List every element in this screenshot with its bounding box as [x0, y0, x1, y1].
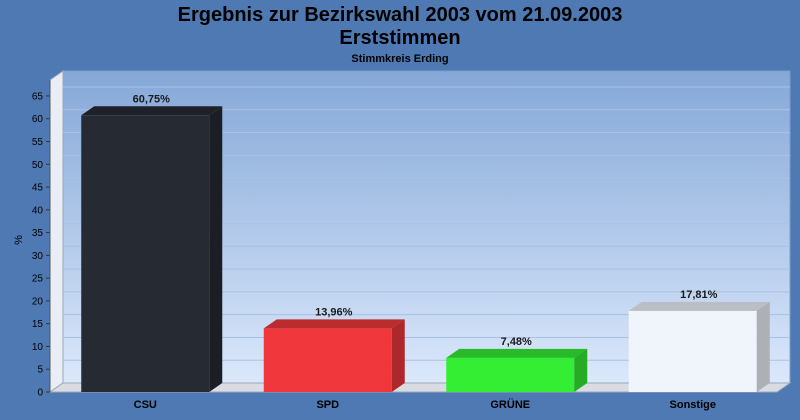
bar-front: [81, 115, 210, 393]
bar-side: [574, 348, 588, 392]
y-tick-label: 35: [32, 228, 44, 239]
y-tick-label: 15: [32, 319, 44, 330]
bar-front: [446, 357, 575, 392]
bar-front: [628, 310, 757, 392]
bar-front: [263, 328, 392, 392]
x-tick-label: Sonstige: [670, 399, 716, 411]
data-label: 17,81%: [680, 289, 718, 301]
bar-top: [81, 106, 223, 116]
data-label: 13,96%: [315, 306, 353, 318]
data-label: 7,48%: [501, 336, 532, 348]
side-wall: [49, 70, 64, 393]
data-label: 60,75%: [133, 93, 171, 105]
bar-top: [628, 301, 770, 311]
y-tick-label: 10: [32, 342, 44, 353]
bar-csu: 60,75%: [81, 93, 223, 393]
x-axis: CSU SPD GRÜNE Sonstige: [134, 398, 716, 411]
bar-side: [391, 319, 405, 392]
bar-spd: 13,96%: [263, 306, 405, 392]
y-axis-label: %: [13, 235, 25, 245]
x-tick-label: SPD: [316, 399, 339, 411]
chart-title-line2: Erststimmen: [339, 27, 461, 49]
bar-top: [263, 319, 405, 329]
y-tick-label: 0: [37, 388, 43, 399]
bar-top: [446, 348, 588, 358]
y-tick-label: 40: [32, 205, 44, 216]
y-tick-label: 65: [32, 91, 44, 102]
bar-side: [756, 301, 770, 392]
y-tick-label: 50: [32, 160, 44, 171]
y-tick-label: 25: [32, 274, 44, 285]
y-axis: 0 5 10 15 20 25 30 35 40 45 50 55 60 65: [32, 80, 51, 399]
bar-side: [209, 106, 223, 393]
y-tick-label: 20: [32, 296, 44, 307]
bar-sonstige: 17,81%: [628, 289, 770, 392]
bar-gr-ne: 7,48%: [446, 336, 588, 392]
y-tick-label: 55: [32, 137, 44, 148]
y-tick-label: 60: [32, 114, 44, 125]
y-tick-label: 30: [32, 251, 44, 262]
chart-title-line1: Ergebnis zur Bezirkswahl 2003 vom 21.09.…: [177, 4, 623, 26]
chart-title: Ergebnis zur Bezirkswahl 2003 vom 21.09.…: [0, 4, 800, 50]
bars: 60,75% 13,96% 7,48% 17,81%: [81, 93, 770, 393]
chart-subtitle: Stimmkreis Erding: [351, 53, 449, 65]
x-tick-label: CSU: [134, 399, 157, 411]
y-tick-label: 5: [37, 365, 43, 376]
y-tick-label: 45: [32, 183, 44, 194]
x-tick-label: GRÜNE: [490, 398, 530, 411]
